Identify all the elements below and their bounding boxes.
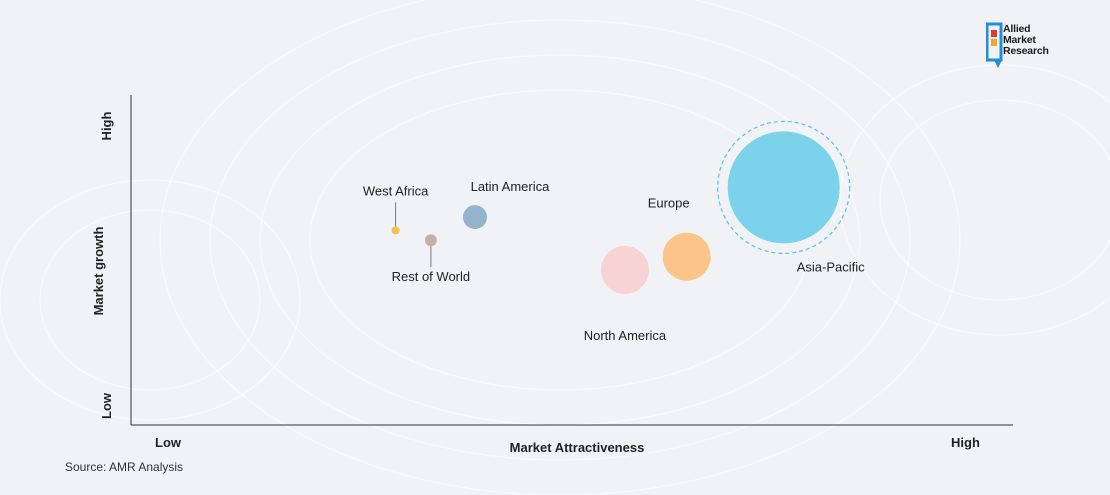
bubble-europe (662, 232, 711, 281)
source-note: Source: AMR Analysis (65, 460, 184, 474)
logo-line: Allied (1003, 23, 1031, 35)
bubble-latin-america (462, 205, 487, 230)
x-axis-label: Market Attractiveness (510, 440, 645, 455)
y-tick-high: High (99, 112, 114, 141)
bubble-label-europe: Europe (648, 196, 690, 211)
bubble-label-asia-pacific: Asia-Pacific (797, 259, 865, 274)
bubble-label-latin-america: Latin America (471, 179, 551, 194)
bubbles-group: West Africa Rest of World Latin America Nor… (363, 120, 865, 343)
y-tick-low: Low (99, 392, 114, 419)
x-tick-low: Low (155, 435, 182, 450)
logo-mark-icon (985, 22, 1003, 68)
x-tick-high: High (951, 435, 980, 450)
bubble-label-north-america: North America (584, 328, 667, 343)
logo-text: Allied Market Research (1003, 24, 1049, 57)
bubble-ring-asia-pacific (717, 120, 851, 255)
bubble-asia-pacific (727, 131, 840, 244)
bubble-label-rest-of-world: Rest of World (392, 269, 471, 284)
logo-line: Market (1003, 34, 1036, 46)
allied-market-research-logo (985, 22, 1076, 70)
bubble-west-africa (391, 226, 400, 235)
bubble-label-west-africa: West Africa (363, 183, 429, 198)
y-axis-label: Market growth (91, 227, 106, 316)
bubble-north-america (600, 245, 649, 294)
bubble-rest-of-world (424, 234, 437, 247)
logo-line: Research (1003, 45, 1049, 57)
